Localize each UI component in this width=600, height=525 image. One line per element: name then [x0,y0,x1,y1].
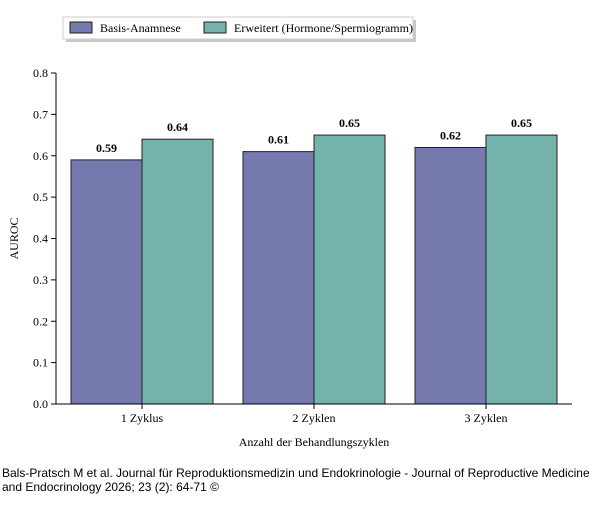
x-tick-label-2: 2 Zyklen [293,411,336,425]
legend-label-2: Erweitert (Hormone/Spermiogramm) [234,21,413,35]
y-tick-label-4: 0.3 [33,273,48,287]
x-tick-label-1: 1 Zyklus [121,411,164,425]
x-tick-label-3: 3 Zyklen [465,411,508,425]
y-tick-label-8: 0.7 [33,107,48,121]
bar-2-1 [141,138,214,405]
y-tick-label-7: 0.6 [33,149,48,163]
source-caption: Bals-Pratsch M et al. Journal für Reprod… [2,466,590,494]
data-label-2-1: 0.64 [167,120,188,134]
data-label-2-2: 0.65 [339,116,360,130]
y-tick-label-5: 0.4 [33,232,48,246]
bar-1-1 [70,159,143,405]
data-label-2-3: 0.65 [511,116,532,130]
y-tick-label-2: 0.1 [33,356,48,370]
y-tick-label-6: 0.5 [33,190,48,204]
legend-box [62,16,414,40]
y-tick-label-9: 0.8 [33,66,48,80]
data-label-1-3: 0.62 [440,128,461,142]
bar-1-3 [414,146,487,405]
bar-2-3 [485,134,558,405]
bar-1-2 [242,151,315,405]
data-label-1-2: 0.61 [268,133,289,147]
axes: 1 Zyklus 2 Zyklen 3 Zyklen 0.0 0.1 0.2 0.3 0.4 0… [7,66,572,449]
bar-2-2 [313,134,386,405]
y-tick-label-3: 0.2 [33,314,48,328]
data-label-1-1: 0.59 [96,141,117,155]
y-tick-label-1: 0.0 [33,397,48,411]
y-axis-title: AUROC [7,217,21,259]
legend: Basis-Anamnese Erweitert (Hormone/Spermio… [62,16,416,42]
bars [70,134,558,405]
legend-label-1: Basis-Anamnese [100,21,181,35]
data-labels: 0.59 0.64 0.61 0.65 0.62 0.65 [96,116,532,155]
legend-swatch-2 [203,21,227,34]
auroc-bar-chart: Basis-Anamnese Erweitert (Hormone/Spermio… [7,16,572,449]
legend-swatch-1 [69,21,93,34]
x-axis-title: Anzahl der Behandlungszyklen [239,435,390,449]
